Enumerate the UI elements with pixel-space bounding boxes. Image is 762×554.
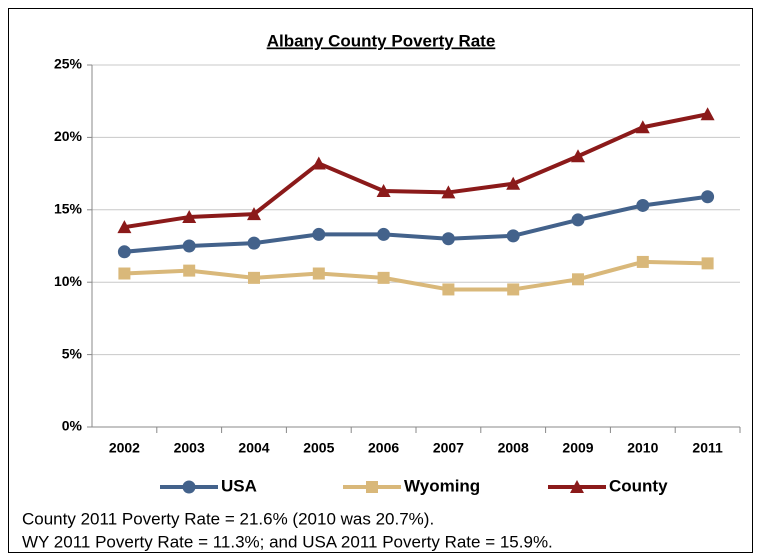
x-tick-label: 2005 [303, 440, 334, 456]
x-tick-label: 2009 [562, 440, 593, 456]
marker [117, 220, 132, 234]
marker [376, 183, 391, 197]
note: County 2011 Poverty Rate = 21.6% (2010 w… [22, 509, 434, 528]
series-line [124, 259, 708, 292]
x-tick-label: 2010 [627, 440, 658, 456]
marker [571, 213, 585, 227]
marker [312, 227, 326, 241]
marker [377, 271, 390, 284]
marker [312, 267, 325, 280]
series-line [124, 112, 708, 230]
marker [635, 120, 650, 134]
legend-label: Wyoming [404, 476, 480, 495]
x-tick-label: 2002 [109, 440, 140, 456]
marker [572, 273, 584, 286]
marker [311, 156, 326, 170]
y-tick-label: 25% [54, 56, 83, 72]
x-tick-label: 2006 [368, 440, 399, 456]
marker [441, 185, 456, 199]
marker [118, 267, 131, 280]
x-tick-label: 2011 [692, 440, 723, 456]
y-tick-label: 15% [54, 201, 83, 217]
marker [182, 239, 196, 253]
x-tick-label: 2007 [433, 440, 464, 456]
marker [571, 149, 585, 163]
chart-title: Albany County Poverty Rate [267, 31, 496, 50]
x-tick-label: 2003 [174, 440, 205, 456]
marker [701, 257, 714, 270]
marker [377, 227, 391, 241]
y-tick-label: 0% [62, 418, 83, 434]
marker [701, 190, 715, 204]
marker [636, 198, 650, 212]
marker [117, 245, 131, 259]
y-tick-label: 10% [54, 273, 83, 289]
marker [442, 283, 455, 296]
marker [636, 255, 649, 268]
marker [182, 210, 197, 224]
legend-label: County [609, 476, 668, 495]
y-tick-label: 5% [62, 345, 83, 361]
marker [441, 232, 455, 246]
marker [366, 481, 378, 493]
marker [182, 480, 196, 494]
x-tick-label: 2008 [498, 440, 529, 456]
marker [247, 207, 261, 221]
y-tick-label: 20% [54, 128, 83, 144]
note: WY 2011 Poverty Rate = 11.3%; and USA 20… [22, 532, 553, 551]
marker [506, 229, 520, 243]
marker [700, 107, 715, 121]
marker [507, 283, 520, 296]
marker [570, 480, 584, 493]
legend-label: USA [221, 476, 257, 495]
marker [183, 264, 196, 277]
marker [506, 176, 521, 190]
series-line [124, 194, 708, 254]
marker [248, 271, 260, 284]
marker [247, 236, 261, 250]
x-tick-label: 2004 [238, 440, 269, 456]
